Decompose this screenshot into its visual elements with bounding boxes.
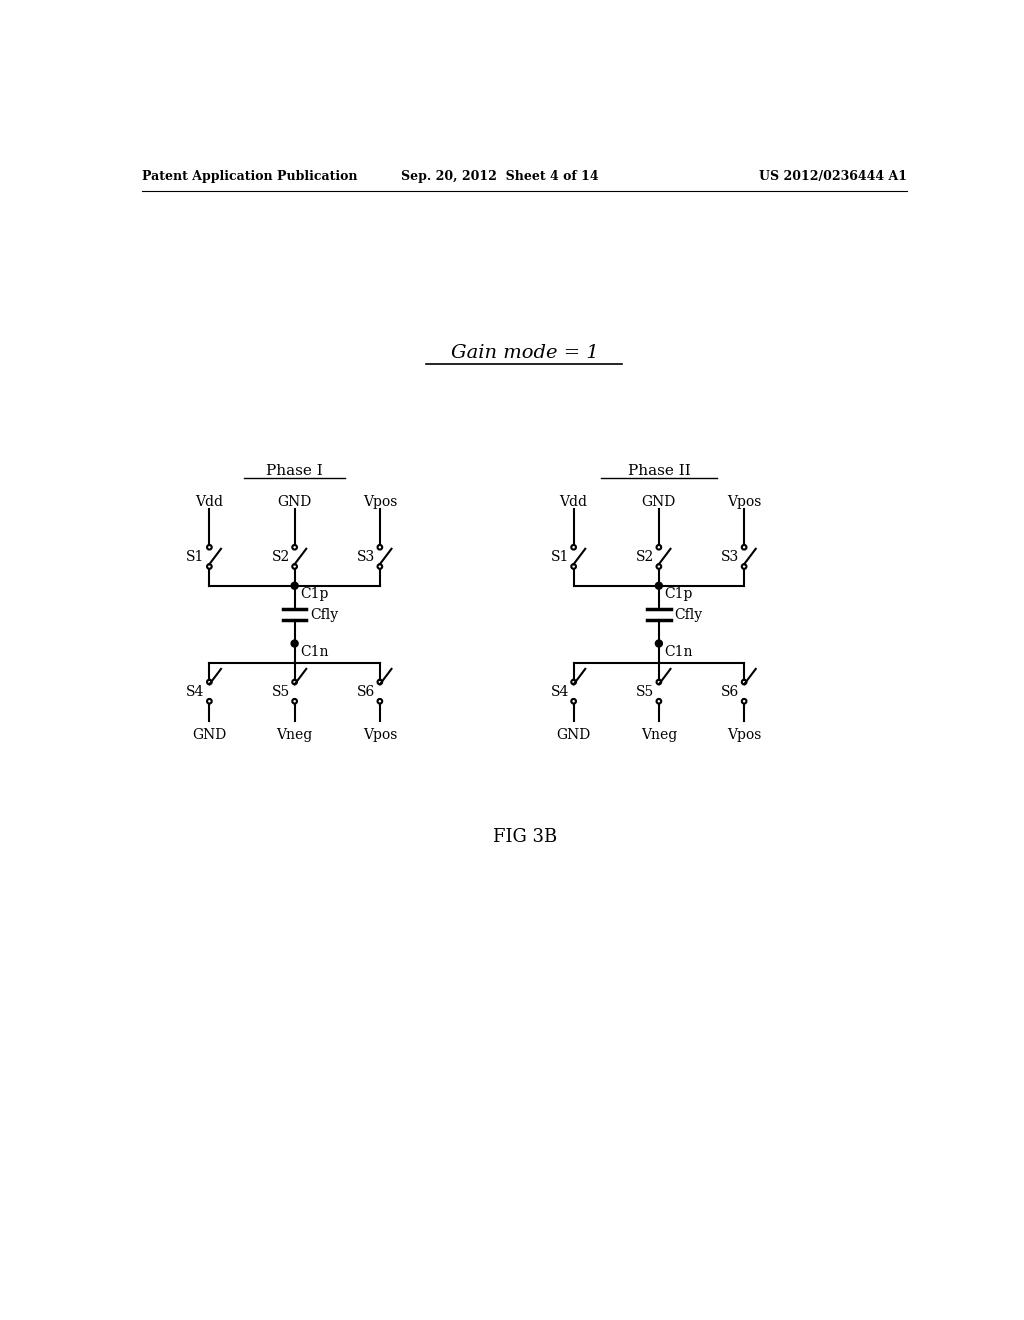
Text: Gain mode = 1: Gain mode = 1 xyxy=(451,345,599,363)
Text: Cfly: Cfly xyxy=(675,607,702,622)
Text: Vpos: Vpos xyxy=(362,495,397,508)
Text: S3: S3 xyxy=(357,550,375,564)
Text: Patent Application Publication: Patent Application Publication xyxy=(142,170,357,183)
Text: Vpos: Vpos xyxy=(362,729,397,742)
Text: S6: S6 xyxy=(721,685,739,698)
Text: S4: S4 xyxy=(551,685,569,698)
Text: Vdd: Vdd xyxy=(196,495,223,508)
Text: S5: S5 xyxy=(636,685,654,698)
Text: GND: GND xyxy=(642,495,676,508)
Text: Phase I: Phase I xyxy=(266,463,323,478)
Text: Vneg: Vneg xyxy=(641,729,677,742)
Text: US 2012/0236444 A1: US 2012/0236444 A1 xyxy=(759,170,907,183)
Circle shape xyxy=(655,640,663,647)
Text: S3: S3 xyxy=(721,550,739,564)
Text: Vdd: Vdd xyxy=(560,495,588,508)
Circle shape xyxy=(291,640,298,647)
Text: Vneg: Vneg xyxy=(276,729,312,742)
Text: S2: S2 xyxy=(271,550,290,564)
Text: Vpos: Vpos xyxy=(727,495,761,508)
Text: Sep. 20, 2012  Sheet 4 of 14: Sep. 20, 2012 Sheet 4 of 14 xyxy=(401,170,599,183)
Circle shape xyxy=(655,582,663,589)
Circle shape xyxy=(291,582,298,589)
Text: C1n: C1n xyxy=(300,645,329,659)
Text: GND: GND xyxy=(193,729,226,742)
Text: Vpos: Vpos xyxy=(727,729,761,742)
Text: S2: S2 xyxy=(636,550,654,564)
Text: S1: S1 xyxy=(186,550,205,564)
Text: Cfly: Cfly xyxy=(310,607,338,622)
Text: C1n: C1n xyxy=(665,645,693,659)
Text: C1p: C1p xyxy=(665,587,692,602)
Text: Phase II: Phase II xyxy=(628,463,690,478)
Text: S5: S5 xyxy=(271,685,290,698)
Text: FIG 3B: FIG 3B xyxy=(493,829,557,846)
Text: S1: S1 xyxy=(551,550,569,564)
Text: S6: S6 xyxy=(357,685,375,698)
Text: S4: S4 xyxy=(186,685,205,698)
Text: GND: GND xyxy=(556,729,591,742)
Text: GND: GND xyxy=(278,495,311,508)
Text: C1p: C1p xyxy=(300,587,329,602)
